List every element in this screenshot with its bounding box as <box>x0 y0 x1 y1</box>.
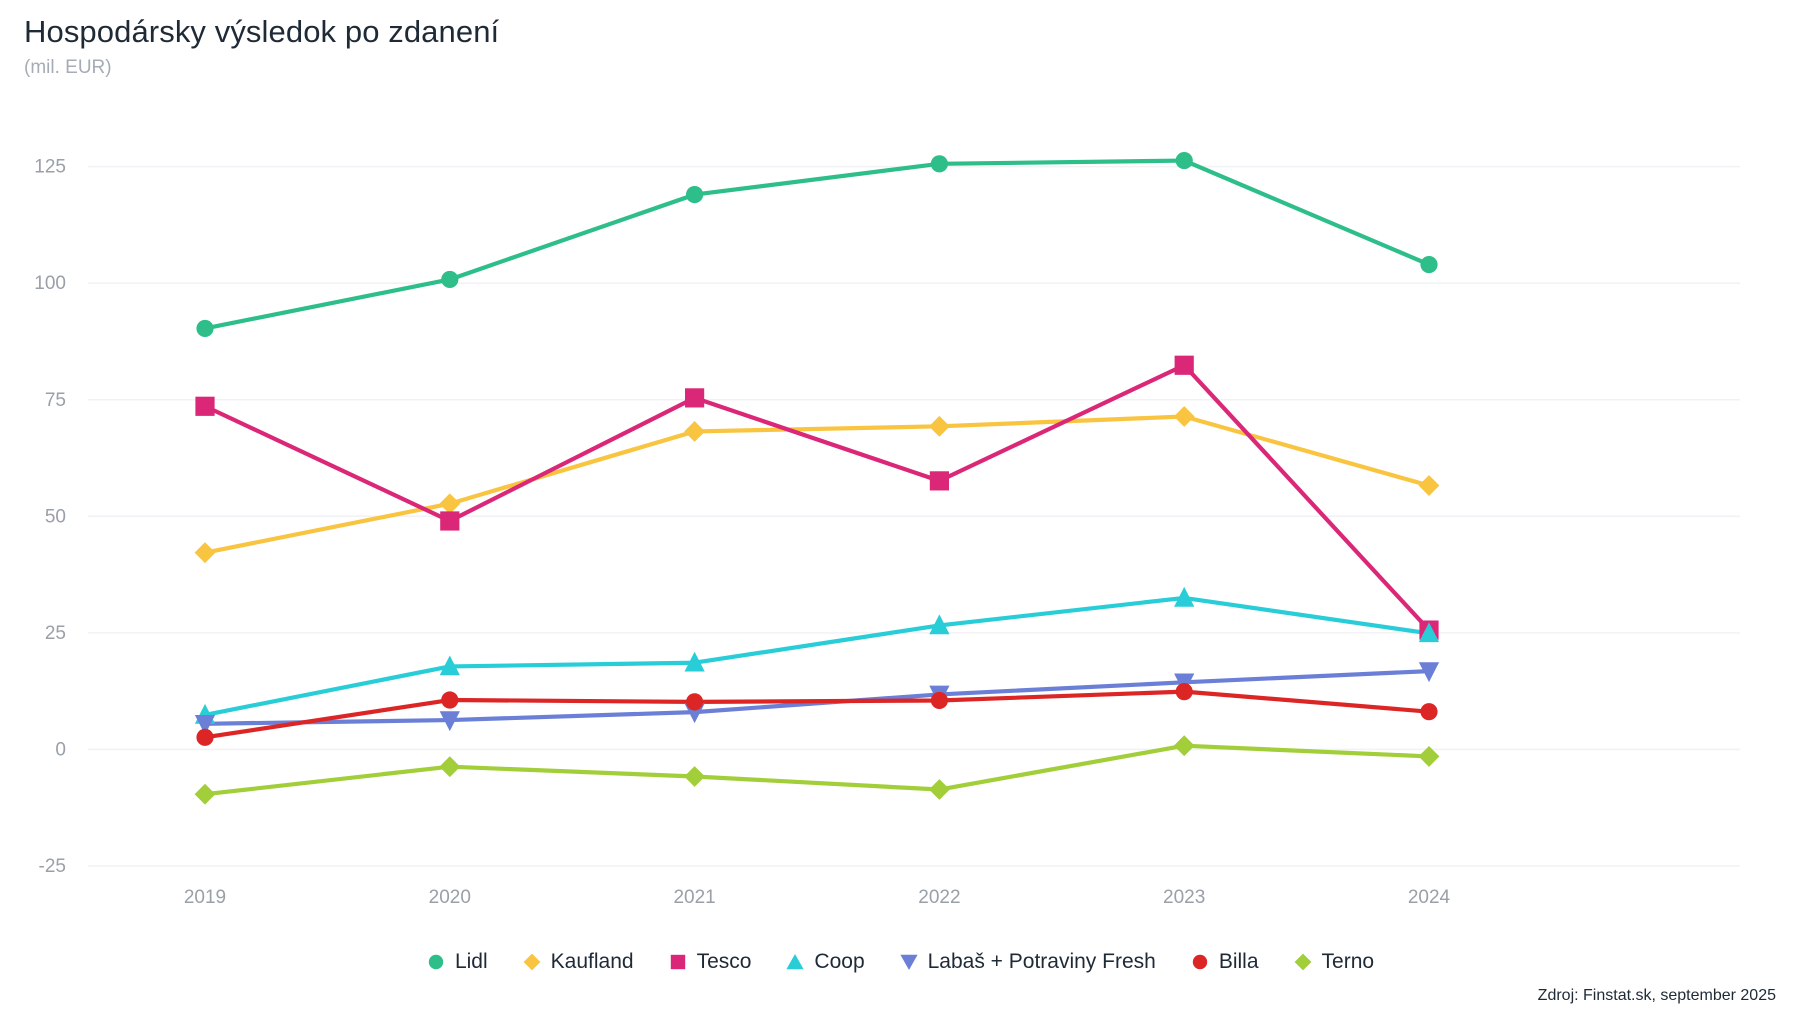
y-axis-ticks: 125 100 75 50 25 0 -25 <box>34 157 66 877</box>
legend-item-tesco[interactable]: Tesco <box>668 950 752 974</box>
data-point-marker[interactable] <box>441 691 459 709</box>
circle-marker-icon <box>1192 954 1208 970</box>
data-point-marker[interactable] <box>686 186 704 204</box>
legend-item-label: Tesco <box>696 950 752 973</box>
triangle-up-marker-icon <box>786 954 805 970</box>
data-point-marker[interactable] <box>439 756 461 778</box>
series-line-kaufland <box>202 414 1432 555</box>
series-line-tesco <box>202 363 1432 633</box>
data-point-marker[interactable] <box>1418 475 1440 496</box>
data-point-marker[interactable] <box>195 396 215 416</box>
source-note: Zdroj: Finstat.sk, september 2025 <box>1537 987 1776 1004</box>
series-line-lidl <box>202 158 1432 331</box>
y-axis-tick-label: 50 <box>45 506 66 527</box>
legend-item-label: Kaufland <box>550 950 634 973</box>
data-point-marker[interactable] <box>685 388 705 408</box>
data-point-marker[interactable] <box>929 779 950 800</box>
series-line-coop <box>202 595 1432 718</box>
legend-item-laba-potraviny-fresh[interactable]: Labaš + Potraviny Fresh <box>899 950 1156 974</box>
legend-item-label: Terno <box>1321 950 1375 973</box>
legend-item-label: Labaš + Potraviny Fresh <box>927 950 1156 973</box>
legend-item-coop[interactable]: Coop <box>785 950 865 974</box>
data-point-marker[interactable] <box>930 155 949 173</box>
x-axis-tick-label: 2020 <box>429 887 471 908</box>
y-axis-tick-label: 125 <box>34 157 66 178</box>
x-axis-ticks: 2019 2020 2021 2022 2023 2024 <box>184 887 1451 908</box>
data-point-marker[interactable] <box>439 493 461 515</box>
data-point-marker[interactable] <box>929 471 949 491</box>
data-point-marker[interactable] <box>439 711 460 732</box>
page-title: Hospodársky výsledok po zdanení <box>24 14 500 49</box>
y-axis-tick-label: 75 <box>45 390 66 411</box>
y-axis-tick-label: 100 <box>34 273 66 294</box>
data-point-marker[interactable] <box>930 691 949 710</box>
chart-header: Hospodársky výsledok po zdanení (mil. EU… <box>24 14 499 79</box>
data-point-marker[interactable] <box>684 651 705 672</box>
gridlines <box>88 165 1740 867</box>
legend-item-terno[interactable]: Terno <box>1293 950 1375 974</box>
chart-subtitle: (mil. EUR) <box>24 56 112 78</box>
data-point-marker[interactable] <box>929 614 950 635</box>
circle-marker-icon <box>428 954 444 970</box>
data-point-marker[interactable] <box>441 270 459 289</box>
x-axis-tick-label: 2021 <box>673 887 715 908</box>
x-axis-tick-label: 2024 <box>1408 887 1451 908</box>
series-markers <box>194 151 1440 805</box>
series-lines <box>202 158 1432 797</box>
x-axis-tick-label: 2022 <box>918 887 960 908</box>
data-point-marker[interactable] <box>684 421 705 442</box>
data-point-marker[interactable] <box>1175 683 1193 701</box>
y-axis-tick-label: -25 <box>39 856 66 877</box>
legend-item-label: Billa <box>1218 950 1259 973</box>
data-point-marker[interactable] <box>1418 622 1440 643</box>
data-point-marker[interactable] <box>684 766 705 787</box>
triangle-down-marker-icon <box>900 954 918 970</box>
chart-legend: Lidl Kaufland Tesco Coop Labaš + Potraviny F… <box>0 950 1800 974</box>
x-axis-tick-label: 2019 <box>184 887 226 908</box>
series-line-laba-potraviny-fresh <box>202 669 1432 726</box>
data-point-marker[interactable] <box>1420 255 1438 274</box>
data-point-marker[interactable] <box>1174 355 1194 375</box>
data-point-marker[interactable] <box>1418 746 1440 767</box>
diamond-marker-icon <box>523 953 541 971</box>
y-axis-tick-label: 0 <box>55 739 66 760</box>
data-point-marker[interactable] <box>1173 406 1195 427</box>
data-point-marker[interactable] <box>196 728 214 746</box>
diamond-marker-icon <box>1294 953 1311 971</box>
data-point-marker[interactable] <box>686 693 704 711</box>
data-point-marker[interactable] <box>1420 703 1438 721</box>
legend-item-lidl[interactable]: Lidl <box>426 950 488 974</box>
y-axis-tick-label: 25 <box>45 623 66 644</box>
legend-item-billa[interactable]: Billa <box>1190 950 1259 974</box>
data-point-marker[interactable] <box>1175 151 1193 170</box>
data-point-marker[interactable] <box>196 319 214 338</box>
data-point-marker[interactable] <box>1174 586 1195 607</box>
data-point-marker[interactable] <box>194 783 216 805</box>
data-point-marker[interactable] <box>1173 735 1195 757</box>
legend-item-label: Coop <box>814 950 865 973</box>
data-point-marker[interactable] <box>929 415 950 437</box>
x-axis-tick-label: 2023 <box>1163 887 1205 908</box>
data-point-marker[interactable] <box>439 655 460 676</box>
series-line-billa <box>202 689 1432 740</box>
data-point-marker[interactable] <box>440 511 460 531</box>
data-point-marker[interactable] <box>194 714 216 735</box>
legend-item-kaufland[interactable]: Kaufland <box>522 950 634 974</box>
data-point-marker[interactable] <box>194 542 216 564</box>
square-marker-icon <box>670 954 685 970</box>
series-line-terno <box>202 743 1432 797</box>
legend-item-label: Lidl <box>454 950 488 973</box>
data-point-marker[interactable] <box>1418 662 1440 683</box>
